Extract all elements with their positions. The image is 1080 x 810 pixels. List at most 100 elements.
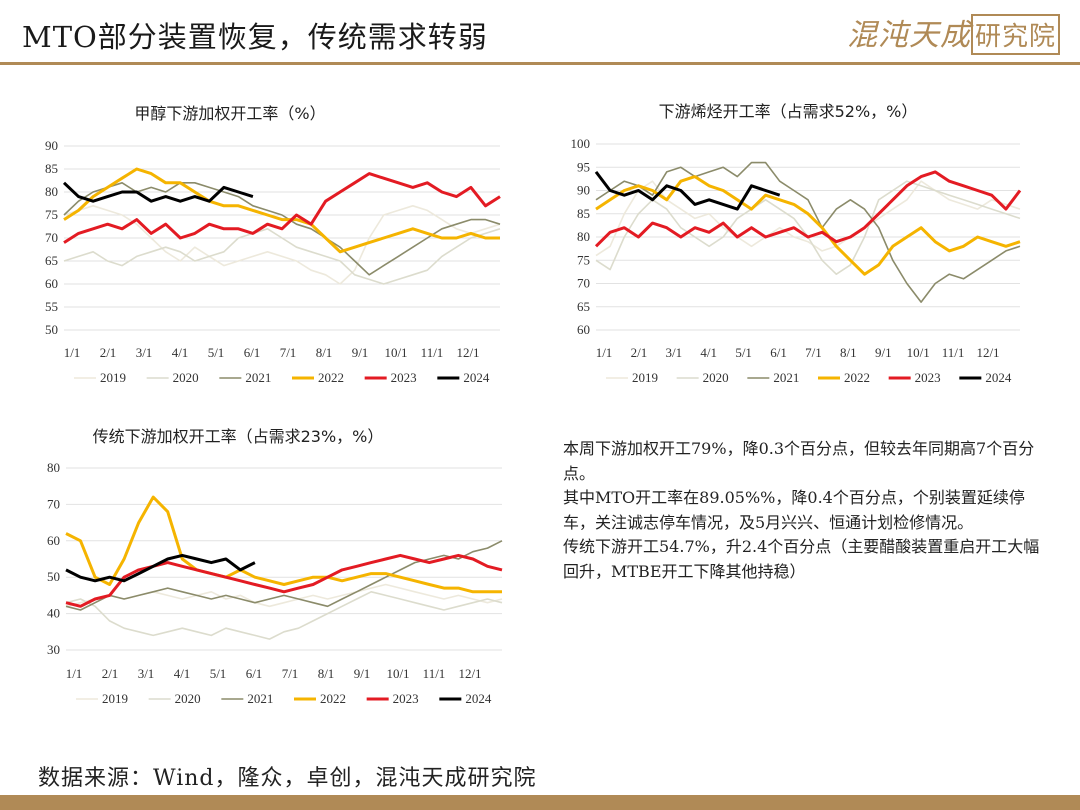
series-line-2021 — [595, 161, 1021, 303]
x-tick-label: 7/1 — [282, 666, 299, 681]
x-tick-label: 2/1 — [100, 345, 117, 360]
legend-label: 2024 — [463, 370, 490, 385]
legend-label: 2020 — [703, 370, 729, 385]
x-tick-label: 1/1 — [66, 666, 83, 681]
x-tick-label: 5/1 — [210, 666, 227, 681]
y-tick-label: 70 — [577, 276, 590, 291]
legend-label: 2024 — [465, 691, 492, 706]
x-tick-label: 10/1 — [384, 345, 407, 360]
x-tick-label: 5/1 — [208, 345, 225, 360]
x-tick-label: 9/1 — [352, 345, 369, 360]
legend-label: 2023 — [391, 370, 417, 385]
chart-title: 甲醇下游加权开工率（%） — [134, 104, 325, 123]
y-tick-label: 80 — [47, 460, 60, 475]
series-line-2024 — [65, 553, 256, 583]
chart-olefin-downstream: 下游烯烃开工率（占需求52%，%） 60 65 70 75 80 85 90 95 100 1/1 2… — [548, 92, 1048, 402]
x-tick-label: 11/1 — [421, 345, 444, 360]
legend-label: 2021 — [245, 370, 271, 385]
series-line-2023 — [63, 172, 501, 244]
y-tick-label: 80 — [45, 184, 58, 199]
x-tick-label: 2/1 — [102, 666, 119, 681]
footer-bar — [0, 795, 1080, 810]
legend-label: 2019 — [102, 691, 128, 706]
x-tick-label: 3/1 — [138, 666, 155, 681]
x-tick-label: 12/1 — [456, 345, 479, 360]
y-tick-label: 60 — [47, 533, 60, 548]
x-tick-label: 7/1 — [280, 345, 297, 360]
y-tick-label: 80 — [577, 229, 590, 244]
x-tick-label: 4/1 — [174, 666, 191, 681]
chart-methanol-downstream: 甲醇下游加权开工率（%） 50 55 60 65 70 75 80 85 90 1/1 2/1 3/1 4… — [18, 92, 518, 402]
x-tick-label: 8/1 — [840, 345, 857, 360]
x-tick-label: 4/1 — [700, 345, 717, 360]
commentary-line: 本周下游加权开工79%，降0.3个百分点，但较去年同期高7个百分点。 — [563, 439, 1035, 483]
y-tick-label: 75 — [577, 252, 590, 267]
y-tick-label: 50 — [47, 569, 60, 584]
legend-label: 2020 — [175, 691, 201, 706]
chart-svg: 甲醇下游加权开工率（%） 50 55 60 65 70 75 80 85 90 1/1 2/1 3/1 4… — [45, 104, 501, 385]
commentary-line: 其中MTO开工率在89.05%%，降0.4个百分点，个别装置延续停车，关注诚志停… — [563, 488, 1025, 532]
y-tick-label: 65 — [577, 299, 590, 314]
y-tick-label: 60 — [577, 322, 590, 337]
y-tick-label: 30 — [47, 642, 60, 657]
page-title: MTO部分装置恢复，传统需求转弱 — [22, 20, 488, 54]
x-tick-label: 9/1 — [875, 345, 892, 360]
x-tick-label: 11/1 — [423, 666, 446, 681]
series-line-2024 — [594, 170, 781, 211]
legend-label: 2019 — [100, 370, 126, 385]
legend-label: 2019 — [632, 370, 658, 385]
chart-title: 传统下游加权开工率（占需求23%，%） — [93, 427, 384, 446]
y-tick-label: 60 — [45, 276, 58, 291]
legend-label: 2022 — [318, 370, 344, 385]
x-tick-label: 11/1 — [942, 345, 965, 360]
y-tick-label: 55 — [45, 299, 58, 314]
y-tick-label: 85 — [577, 206, 590, 221]
commentary: 本周下游加权开工79%，降0.3个百分点，但较去年同期高7个百分点。 其中MTO… — [563, 437, 1043, 584]
series-line-2023 — [594, 170, 1022, 248]
x-tick-label: 3/1 — [136, 345, 153, 360]
chart-svg: 下游烯烃开工率（占需求52%，%） 60 65 70 75 80 85 90 95 100 1/1 2… — [571, 102, 1022, 385]
series-line-2022 — [595, 175, 1021, 276]
series-line-2020 — [63, 228, 501, 285]
x-tick-label: 8/1 — [318, 666, 335, 681]
commentary-line: 传统下游开工54.7%，升2.4个百分点（主要醋酸装置重启开工大幅回升，MTBE… — [563, 537, 1040, 581]
x-tick-label: 3/1 — [666, 345, 683, 360]
x-tick-label: 9/1 — [354, 666, 371, 681]
data-source: 数据来源：Wind，隆众，卓创，混沌天成研究院 — [38, 766, 537, 791]
legend-label: 2023 — [393, 691, 419, 706]
x-tick-label: 7/1 — [805, 345, 822, 360]
series-line-2020 — [65, 591, 503, 640]
legend-label: 2023 — [915, 370, 941, 385]
brand-logo: 混沌天成 研究院 — [847, 10, 1060, 55]
chart-title: 下游烯烃开工率（占需求52%，%） — [659, 102, 918, 121]
x-tick-label: 2/1 — [631, 345, 648, 360]
y-tick-label: 50 — [45, 322, 58, 337]
x-tick-label: 12/1 — [976, 345, 999, 360]
x-tick-label: 10/1 — [907, 345, 930, 360]
y-tick-label: 85 — [45, 161, 58, 176]
chart-svg: 传统下游加权开工率（占需求23%，%） 30 40 50 60 70 80 1/1 2/1 3/1… — [47, 427, 503, 706]
x-tick-label: 8/1 — [316, 345, 333, 360]
x-tick-label: 5/1 — [735, 345, 752, 360]
y-tick-label: 95 — [577, 159, 590, 174]
series-line-2024 — [62, 181, 254, 203]
x-tick-label: 6/1 — [244, 345, 261, 360]
logo-text: 混沌天成 — [846, 18, 971, 53]
series-line-2019 — [63, 205, 501, 285]
y-tick-label: 65 — [45, 253, 58, 268]
y-tick-label: 90 — [577, 183, 590, 198]
legend-label: 2024 — [985, 370, 1012, 385]
legend-label: 2022 — [844, 370, 870, 385]
series-line-2022 — [65, 495, 502, 594]
chart-traditional-downstream: 传统下游加权开工率（占需求23%，%） 30 40 50 60 70 80 1/1 2/1 3/1… — [18, 418, 518, 723]
x-tick-label: 10/1 — [386, 666, 409, 681]
y-tick-label: 40 — [47, 606, 60, 621]
header-divider — [0, 62, 1080, 65]
legend-label: 2021 — [773, 370, 799, 385]
x-tick-label: 12/1 — [458, 666, 481, 681]
y-tick-label: 75 — [45, 207, 58, 222]
legend-label: 2020 — [173, 370, 199, 385]
y-tick-label: 70 — [47, 496, 60, 511]
page-header: MTO部分装置恢复，传统需求转弱 混沌天成 研究院 — [0, 0, 1080, 68]
legend-label: 2022 — [320, 691, 346, 706]
